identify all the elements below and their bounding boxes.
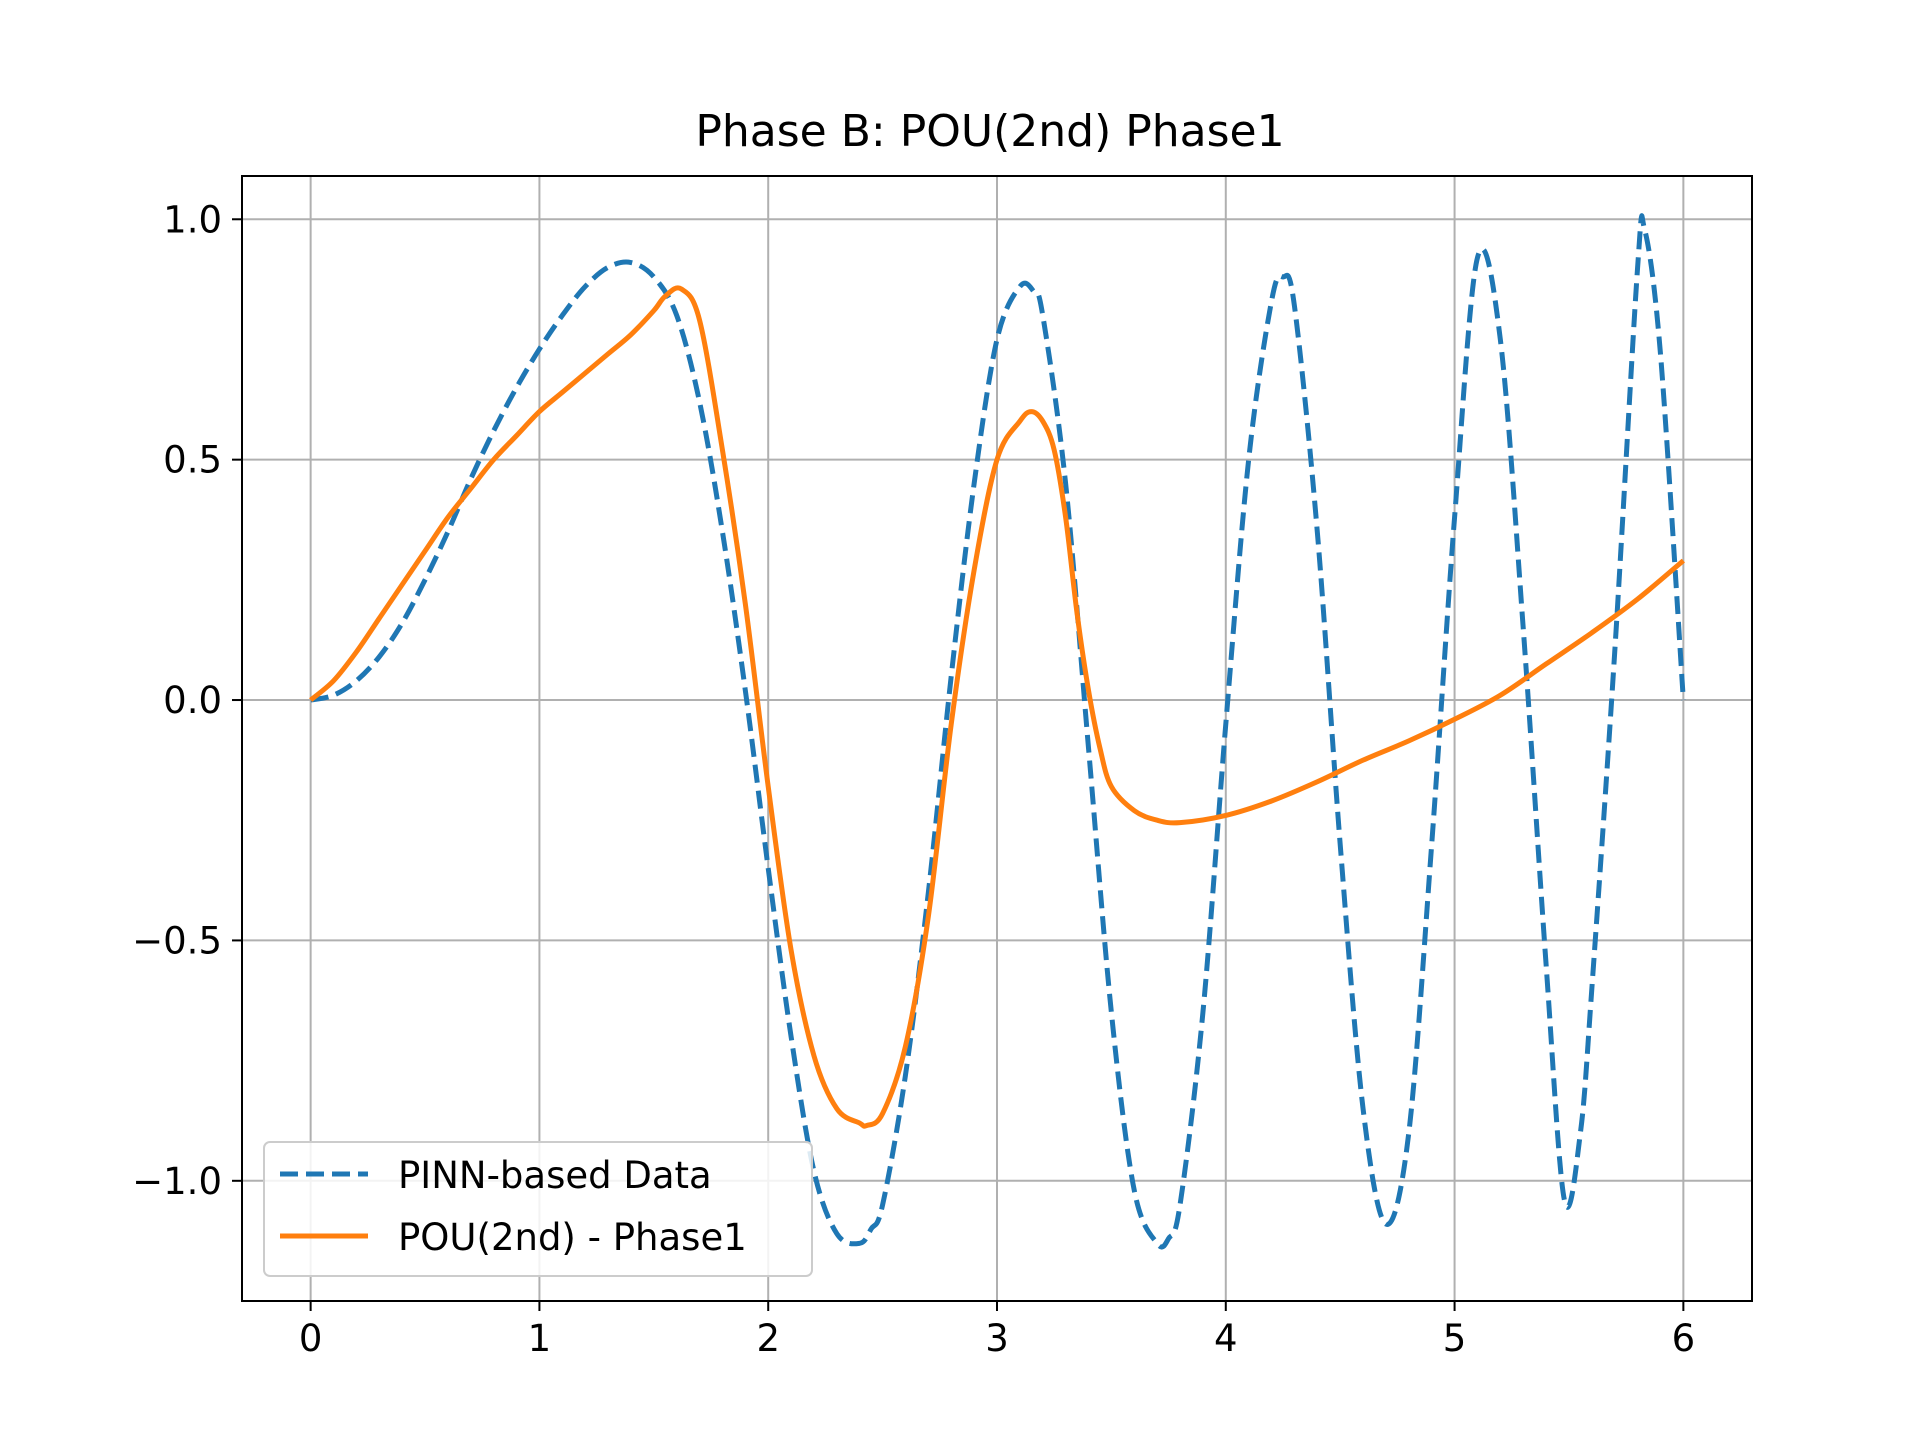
legend-box [263, 1141, 813, 1277]
y-tick-label: −1.0 [132, 1160, 222, 1203]
x-tick-label: 6 [1672, 1317, 1696, 1360]
legend: PINN-based Data POU(2nd) - Phase1 [263, 1141, 813, 1277]
y-tick-label: 0.0 [163, 679, 222, 722]
series-pou-phase1 [309, 285, 1685, 1129]
x-tick-label: 3 [985, 1317, 1009, 1360]
x-tick-label: 1 [528, 1317, 552, 1360]
series-layer [309, 213, 1686, 1250]
x-axis: 0 1 2 3 4 5 6 [299, 1301, 1695, 1360]
y-tick-label: 0.5 [163, 439, 222, 482]
chart-title: Phase B: POU(2nd) Phase1 [695, 106, 1284, 157]
legend-label-pou: POU(2nd) - Phase1 [398, 1216, 747, 1259]
x-tick-label: 0 [299, 1317, 323, 1360]
legend-label-pinn: PINN-based Data [398, 1154, 712, 1197]
y-tick-label: −0.5 [132, 919, 222, 962]
x-tick-label: 2 [756, 1317, 780, 1360]
series-pinn-based-data [310, 213, 1686, 1250]
y-axis: 1.0 0.5 0.0 −0.5 −1.0 [132, 198, 242, 1203]
x-tick-label: 5 [1443, 1317, 1467, 1360]
y-tick-label: 1.0 [163, 198, 222, 241]
x-tick-label: 4 [1214, 1317, 1238, 1360]
